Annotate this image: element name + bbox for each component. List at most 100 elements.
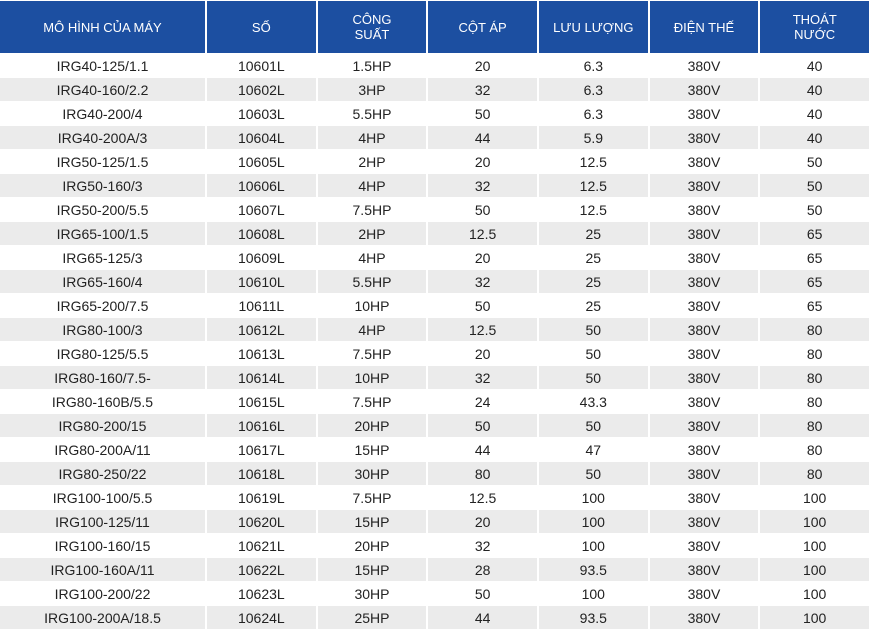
table-cell: 10602L (207, 78, 316, 101)
table-cell: IRG65-100/1.5 (0, 222, 205, 245)
table-cell: 12.5 (428, 486, 537, 509)
table-cell: 15HP (317, 558, 427, 581)
table-cell: 380V (649, 606, 759, 629)
table-cell: 12.5 (538, 150, 648, 173)
table-cell: 50 (538, 342, 648, 365)
table-cell: 6.3 (538, 54, 648, 77)
table-cell: 380V (649, 78, 759, 101)
table-cell: 50 (428, 582, 537, 605)
table-cell: 380V (649, 126, 759, 149)
table-cell: 10HP (317, 294, 427, 317)
header-text: LƯU LƯỢNG (553, 19, 634, 35)
table-cell: 20 (428, 510, 537, 533)
table-cell: 80 (760, 414, 869, 437)
table-cell: 4HP (317, 174, 427, 197)
table-cell: IRG100-100/5.5 (0, 486, 205, 509)
table-cell: 12.5 (428, 318, 537, 341)
table-cell: 1.5HP (317, 54, 427, 77)
table-cell: 50 (538, 366, 648, 389)
table-cell: 20HP (317, 534, 427, 557)
table-cell: 80 (760, 462, 869, 485)
table-cell: 7.5HP (317, 342, 427, 365)
table-row: IRG50-125/1.5 10605L 2HP 20 12.5 380V 50 (0, 150, 869, 173)
table-row: IRG80-125/5.5 10613L 7.5HP 20 50 380V 80 (0, 342, 869, 365)
table-cell: 100 (538, 486, 648, 509)
table-cell: IRG40-160/2.2 (0, 78, 205, 101)
table-cell: 10623L (207, 582, 316, 605)
table-cell: 43.3 (538, 390, 648, 413)
table-cell: 80 (428, 462, 537, 485)
table-cell: 12.5 (538, 198, 648, 221)
header-cell: ĐIỆN THẾ (649, 1, 759, 53)
table-cell: 47 (538, 438, 648, 461)
table-cell: 100 (760, 558, 869, 581)
table-row: IRG80-200/15 10616L 20HP 50 50 380V 80 (0, 414, 869, 437)
table-cell: 5.5HP (317, 270, 427, 293)
header-cell: SỐ (207, 1, 316, 53)
table-cell: 380V (649, 222, 759, 245)
table-cell: 5.9 (538, 126, 648, 149)
table-row: IRG100-160A/11 10622L 15HP 28 93.5 380V 100 (0, 558, 869, 581)
table-cell: IRG80-160/7.5- (0, 366, 205, 389)
table-row: IRG100-125/11 10620L 15HP 20 100 380V 100 (0, 510, 869, 533)
table-cell: IRG80-160B/5.5 (0, 390, 205, 413)
table-cell: 10620L (207, 510, 316, 533)
header-cell: LƯU LƯỢNG (538, 1, 648, 53)
table-row: IRG40-125/1.1 10601L 1.5HP 20 6.3 380V 40 (0, 54, 869, 77)
table-cell: 10613L (207, 342, 316, 365)
table-cell: 380V (649, 582, 759, 605)
table-cell: 44 (428, 126, 537, 149)
table-cell: 380V (649, 462, 759, 485)
table-row: IRG50-160/3 10606L 4HP 32 12.5 380V 50 (0, 174, 869, 197)
table-cell: 20HP (317, 414, 427, 437)
table-cell: 10617L (207, 438, 316, 461)
table-cell: 32 (428, 78, 537, 101)
table-cell: 10621L (207, 534, 316, 557)
table-cell: 100 (760, 606, 869, 629)
header-cell: CÔNG SUẤT (317, 1, 427, 53)
table-row: IRG65-100/1.5 10608L 2HP 12.5 25 380V 65 (0, 222, 869, 245)
table-row: IRG65-200/7.5 10611L 10HP 50 25 380V 65 (0, 294, 869, 317)
table-cell: 50 (538, 318, 648, 341)
table-cell: 380V (649, 366, 759, 389)
table-cell: 50 (538, 462, 648, 485)
table-cell: 50 (538, 414, 648, 437)
table-cell: 100 (538, 534, 648, 557)
table-row: IRG100-100/5.5 10619L 7.5HP 12.5 100 380V 100 (0, 486, 869, 509)
header-text: CỘT ÁP (458, 19, 507, 35)
table-cell: 50 (428, 198, 537, 221)
table-row: IRG100-160/15 10621L 20HP 32 100 380V 100 (0, 534, 869, 557)
table-cell: IRG100-160A/11 (0, 558, 205, 581)
table-cell: IRG80-250/22 (0, 462, 205, 485)
table-cell: 80 (760, 342, 869, 365)
table-cell: 10606L (207, 174, 316, 197)
table-cell: 100 (760, 486, 869, 509)
table-row: IRG80-160/7.5- 10614L 10HP 32 50 380V 80 (0, 366, 869, 389)
table-cell: 380V (649, 342, 759, 365)
table-cell: 10610L (207, 270, 316, 293)
table-cell: IRG100-160/15 (0, 534, 205, 557)
table-row: IRG100-200/22 10623L 30HP 50 100 380V 100 (0, 582, 869, 605)
table-cell: 32 (428, 270, 537, 293)
header-row: MÔ HÌNH CỦA MÁY SỐ CÔNG SUẤT CỘT ÁP LƯU LƯỢN… (0, 1, 869, 53)
table-row: IRG80-160B/5.5 10615L 7.5HP 24 43.3 380V 80 (0, 390, 869, 413)
table-cell: IRG80-100/3 (0, 318, 205, 341)
table-cell: 40 (760, 102, 869, 125)
table-cell: 7.5HP (317, 390, 427, 413)
table-cell: 25 (538, 294, 648, 317)
table-cell: 380V (649, 390, 759, 413)
table-cell: 65 (760, 270, 869, 293)
header-text: THOÁT NƯỚC (792, 12, 837, 42)
table-cell: 380V (649, 294, 759, 317)
table-cell: 44 (428, 438, 537, 461)
table-cell: 380V (649, 318, 759, 341)
table-cell: IRG40-200/4 (0, 102, 205, 125)
table-cell: 4HP (317, 246, 427, 269)
table-cell: 4HP (317, 126, 427, 149)
table-cell: 50 (428, 414, 537, 437)
table-cell: IRG50-200/5.5 (0, 198, 205, 221)
table-row: IRG80-100/3 10612L 4HP 12.5 50 380V 80 (0, 318, 869, 341)
table-cell: 7.5HP (317, 198, 427, 221)
table-cell: IRG80-125/5.5 (0, 342, 205, 365)
